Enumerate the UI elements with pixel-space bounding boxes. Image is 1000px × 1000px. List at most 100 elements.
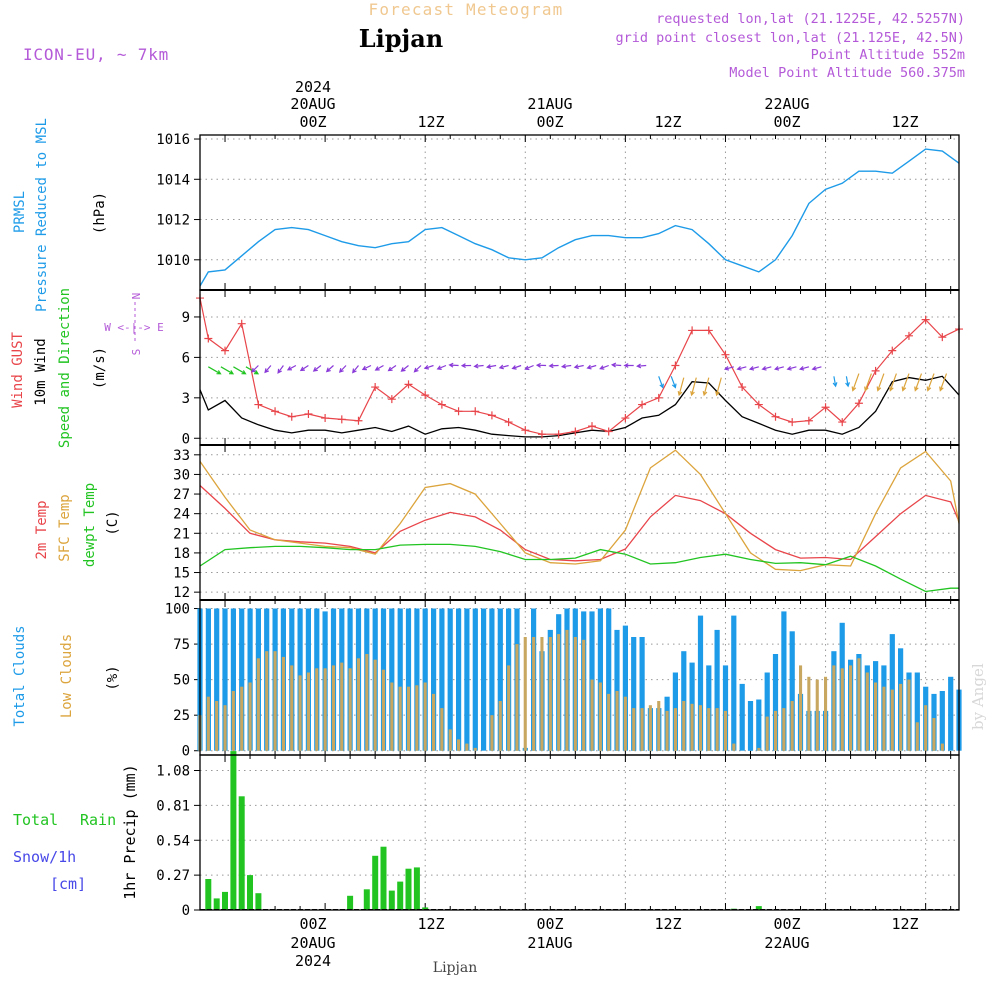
low-cloud-bar	[757, 747, 761, 751]
wind-direction-arrow	[524, 364, 534, 371]
wind-panel: 0 3 6 9	[182, 290, 963, 447]
wind-direction-arrow	[914, 373, 923, 392]
wind-direction-arrow	[560, 363, 572, 369]
wind-direction-arrow	[423, 364, 434, 370]
total-cloud-bar	[714, 629, 720, 751]
precip-bar	[372, 855, 379, 911]
pressure-ytick-label: 1010	[156, 253, 190, 269]
temp-label-c: dewpt Temp	[82, 483, 98, 567]
low-cloud-bar	[874, 682, 878, 751]
wind-direction-arrow	[548, 363, 559, 369]
pressure-unit: (hPa)	[92, 192, 108, 234]
wind-direction-arrow	[325, 365, 334, 373]
low-cloud-bar	[723, 710, 727, 751]
temperature-ytick-label: 33	[173, 448, 190, 464]
low-cloud-bar	[423, 682, 427, 751]
wind-direction-arrow	[736, 365, 747, 371]
total-cloud-bar	[939, 691, 945, 751]
total-cloud-bar	[631, 637, 637, 751]
precip-bar	[238, 796, 245, 910]
total-cloud-bar	[706, 665, 712, 751]
temperature-panel: 12 15 18 21 24 27 30 33	[173, 445, 960, 601]
low-cloud-bar	[331, 665, 335, 751]
precip-bar	[388, 890, 395, 910]
low-cloud-bar	[473, 747, 477, 751]
top-date-1: 20AUG	[290, 95, 335, 113]
low-cloud-bar	[899, 683, 903, 751]
gust-marker	[638, 400, 647, 409]
total-cloud-bar	[764, 672, 770, 751]
total-cloud-bar	[756, 699, 762, 751]
top-hour-6: 12Z	[891, 113, 918, 131]
pressure-ytick-label: 1016	[156, 132, 190, 148]
wind-direction-arrow	[312, 365, 322, 372]
low-cloud-bar	[565, 629, 569, 751]
pressure-label-b: Pressure Reduced to MSL	[34, 118, 50, 312]
wind-unit: (m/s)	[92, 347, 108, 389]
wind-direction-arrow	[715, 377, 722, 397]
total-cloud-bar	[447, 608, 453, 751]
precip-ytick-label: 0.81	[156, 798, 190, 814]
low-cloud-bar	[632, 708, 636, 751]
total-cloud-bar	[739, 683, 745, 751]
bottom-hour-2: 12Z	[417, 915, 444, 933]
low-cloud-bar	[215, 701, 219, 751]
low-cloud-bar	[615, 691, 619, 751]
low-cloud-bar	[432, 693, 436, 751]
low-cloud-bar	[698, 705, 702, 751]
wind-direction-arrow	[623, 363, 634, 368]
location-title: Lipjan	[359, 24, 443, 53]
gust-marker	[521, 426, 530, 435]
total-cloud-bar	[681, 651, 687, 751]
gust-marker	[504, 418, 513, 427]
top-year: 2024	[295, 78, 331, 96]
low-cloud-bar	[540, 637, 544, 751]
precip-bar	[755, 906, 762, 910]
low-cloud-bar	[607, 693, 611, 751]
total-cloud-bar	[781, 611, 787, 751]
gust-marker	[771, 412, 780, 421]
pressure-line	[199, 148, 960, 287]
gust-marker	[537, 430, 546, 439]
precip-panel: 0 0.27 0.54 0.81 1.08	[156, 751, 959, 919]
low-cloud-bar	[790, 701, 794, 751]
low-cloud-bar	[490, 715, 494, 751]
total-cloud-bar	[489, 608, 495, 751]
gust-marker	[904, 331, 913, 340]
watermark: by Angel	[969, 663, 987, 730]
temperature-ytick-label: 24	[173, 507, 190, 523]
low-cloud-bar	[256, 658, 260, 751]
wind-direction-arrow	[233, 366, 247, 375]
bottom-hour-3: 00Z	[536, 915, 563, 933]
gust-marker	[738, 383, 747, 392]
wind-direction-arrow	[413, 365, 422, 373]
bottom-hour-4: 12Z	[654, 915, 681, 933]
wind-speed-line	[199, 375, 960, 438]
top-date-3: 22AUG	[764, 95, 809, 113]
pressure-label-a: PRMSL	[12, 191, 28, 233]
temp-label-a: 2m Temp	[34, 500, 50, 559]
wind-direction-arrow	[690, 377, 697, 397]
wind-direction-arrow	[702, 377, 710, 397]
bottom-time-axis: 00Z 12Z 00Z 12Z 00Z 12Z 20AUG 21AUG 22AU…	[290, 915, 918, 970]
wind-ytick-label: 9	[182, 310, 190, 326]
temp-label-b: SFC Temp	[57, 494, 73, 561]
clouds-ytick-label: 50	[173, 673, 190, 689]
gust-marker	[721, 350, 730, 359]
gust-marker	[921, 315, 930, 324]
temperature-ytick-label: 27	[173, 487, 190, 503]
wind-direction-arrow	[845, 376, 850, 388]
total-cloud-bar	[214, 608, 220, 751]
low-cloud-bar	[465, 743, 469, 751]
wind-direction-arrow	[889, 373, 897, 392]
wind-label-a: Wind GUST	[10, 332, 26, 408]
total-cloud-bar	[731, 615, 737, 751]
clouds-ytick-label: 75	[173, 637, 190, 653]
gust-marker	[804, 416, 813, 425]
total-cloud-bar	[597, 608, 603, 751]
gust-marker	[437, 400, 446, 409]
wind-direction-arrow	[573, 364, 584, 370]
pressure-ytick-label: 1014	[156, 172, 190, 188]
wind-labels: Wind GUST 10m Wind Speed and Direction (…	[10, 288, 164, 448]
